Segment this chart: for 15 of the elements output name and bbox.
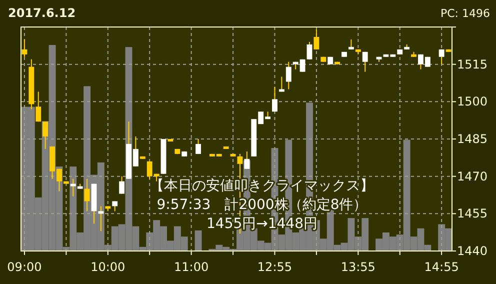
x-tick-label: 10:00	[90, 260, 126, 274]
x-tick-label: 14:55	[424, 260, 459, 274]
y-tick-label: 1440	[457, 244, 488, 258]
chart-title: 2017.6.12	[8, 6, 76, 20]
x-tick-label: 11:00	[174, 260, 209, 274]
x-tick-label: 12:55	[257, 260, 292, 274]
text: PC: 1496	[440, 7, 490, 20]
bar	[194, 230, 202, 251]
y-tick-label: 1455	[457, 206, 488, 221]
y-tick-label: 1500	[457, 94, 488, 109]
x-tick-label: 13:55	[340, 260, 376, 274]
y-tick-label: 1515	[457, 57, 488, 72]
y-tick-label: 1470	[457, 169, 488, 184]
y-tick-label: 1485	[457, 132, 488, 146]
x-tick-label: 09:00	[7, 260, 42, 274]
